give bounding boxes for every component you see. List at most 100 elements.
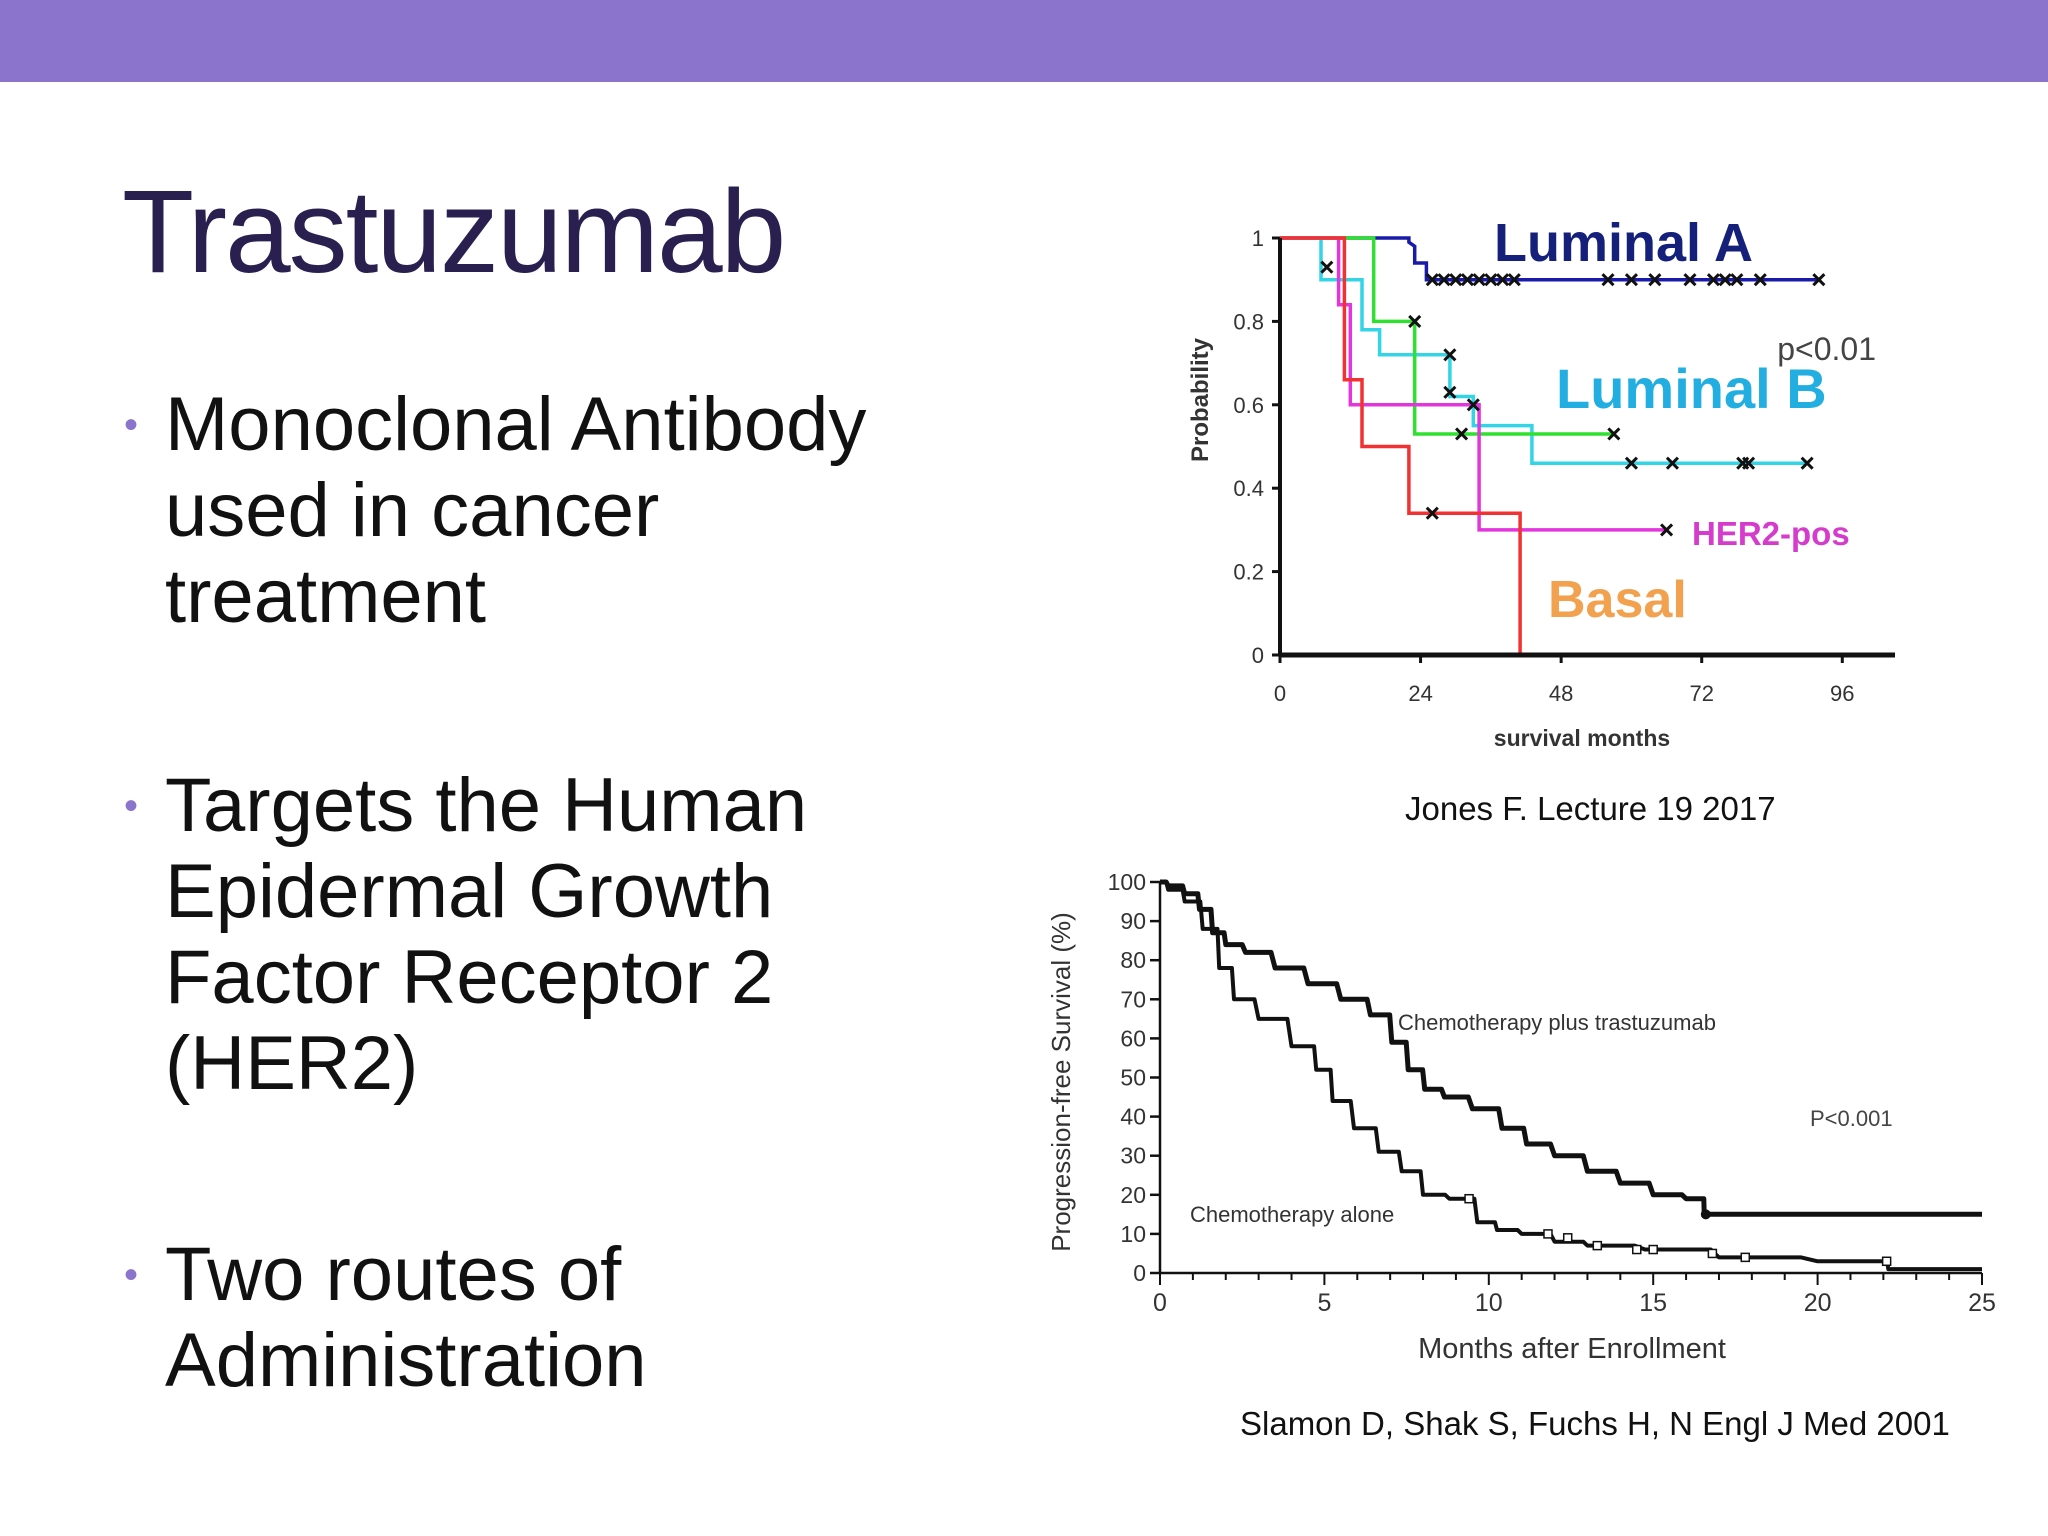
x-axis-label: survival months <box>1494 725 1670 751</box>
legend-luminal-a: Luminal A <box>1494 213 1753 273</box>
citation-lecture: Jones F. Lecture 19 2017 <box>1405 790 1776 827</box>
series-line-luminal-a <box>1280 236 1819 282</box>
censor-mark <box>1881 1256 1892 1267</box>
censor-mark <box>1472 273 1486 287</box>
series-label-chemo-alone: Chemotherapy alone <box>1190 1202 1394 1227</box>
p-value-annotation: p<0.01 <box>1777 331 1876 367</box>
bullet-dot-icon: • <box>124 784 139 828</box>
x-tick-label: 0 <box>1274 681 1286 706</box>
censor-mark <box>1706 273 1720 287</box>
x-tick-label: 15 <box>1639 1289 1667 1317</box>
x-tick-label: 10 <box>1475 1289 1503 1317</box>
y-tick-label: 30 <box>1120 1143 1146 1169</box>
censor-mark <box>1466 398 1480 412</box>
x-tick-label: 48 <box>1549 681 1573 706</box>
bullet-text: Targets the Human Epidermal Growth Facto… <box>165 763 808 1106</box>
subtype-survival-chart: 0 0.2 0.4 0.6 0.8 1 0 24 48 72 96 Probability surv… <box>1187 213 1895 751</box>
censor-mark <box>1740 1252 1751 1263</box>
censor-mark <box>1425 273 1439 287</box>
censor-mark <box>1624 273 1638 287</box>
y-tick-label: 0.2 <box>1233 560 1264 585</box>
bullet-item: • Two routes of Administration <box>120 1232 1020 1404</box>
censor-mark <box>1437 273 1451 287</box>
x-tick-label: 0 <box>1153 1289 1167 1317</box>
y-tick-label: 0.8 <box>1233 309 1264 334</box>
censor-mark <box>1648 273 1662 287</box>
x-tick-label: 24 <box>1408 681 1432 706</box>
series-line-her2-pos <box>1280 236 1667 532</box>
censor-mark <box>1592 1240 1603 1251</box>
series-line-chemo-alone <box>1160 880 1982 1272</box>
series-label-chemo-plus-trastuzumab: Chemotherapy plus trastuzumab <box>1398 1010 1716 1035</box>
censor-mark <box>1607 427 1621 441</box>
legend-her2-pos: HER2-pos <box>1692 515 1850 552</box>
x-tick-label: 20 <box>1804 1289 1832 1317</box>
censor-mark <box>1464 1193 1474 1204</box>
censor-mark <box>1455 427 1469 441</box>
censor-mark <box>1700 1209 1711 1220</box>
x-tick-label: 96 <box>1830 681 1854 706</box>
censor-mark <box>1408 314 1422 328</box>
series-line-green <box>1280 236 1614 436</box>
censor-mark <box>1660 523 1674 537</box>
censor-mark <box>1443 348 1457 362</box>
censor-mark <box>1507 273 1521 287</box>
censor-mark <box>1812 273 1826 287</box>
censor-mark <box>1718 273 1732 287</box>
y-tick-label: 0 <box>1252 643 1264 668</box>
censor-mark <box>1800 456 1814 470</box>
y-axis-label: Probability <box>1187 337 1214 462</box>
censor-mark <box>1624 456 1638 470</box>
censor-mark <box>1665 456 1679 470</box>
x-tick-label: 25 <box>1968 1289 1996 1317</box>
top-accent-bar <box>0 0 2048 82</box>
bullet-dot-icon: • <box>124 403 139 447</box>
x-axis-label: Months after Enrollment <box>1418 1333 1726 1365</box>
series-line-chemo-plus-trastuzumab <box>1159 879 1982 1217</box>
censor-mark <box>1648 1244 1658 1255</box>
y-tick-label: 70 <box>1120 986 1146 1012</box>
x-tick-label: 72 <box>1689 681 1713 706</box>
censor-mark <box>1601 273 1615 287</box>
censor-mark <box>1449 273 1463 287</box>
p-value-annotation: P<0.001 <box>1810 1106 1893 1131</box>
censor-mark <box>1632 1244 1642 1255</box>
censor-mark <box>1320 260 1334 274</box>
censor-mark <box>1443 385 1457 399</box>
censor-mark <box>1562 1233 1573 1243</box>
y-tick-label: 1 <box>1252 226 1264 251</box>
legend-luminal-b: Luminal B <box>1556 357 1827 420</box>
censor-mark <box>1753 273 1767 287</box>
y-tick-label: 60 <box>1120 1025 1146 1051</box>
censor-mark <box>1543 1229 1553 1239</box>
y-tick-label: 0.4 <box>1233 476 1264 501</box>
censor-mark <box>1425 506 1439 520</box>
x-tick-label: 5 <box>1317 1289 1331 1317</box>
censor-mark <box>1496 273 1510 287</box>
censor-mark <box>1742 456 1756 470</box>
y-tick-label: 0 <box>1133 1260 1146 1286</box>
censor-mark <box>1460 273 1474 287</box>
y-tick-label: 100 <box>1108 869 1146 895</box>
bullet-text: Two routes of Administration <box>165 1232 647 1403</box>
bullet-item: • Monoclonal Antibody used in cancer tre… <box>120 382 1020 640</box>
legend-basal: Basal <box>1548 571 1687 629</box>
censor-mark <box>1683 273 1697 287</box>
y-tick-label: 0.6 <box>1233 393 1264 418</box>
censor-mark <box>1484 273 1498 287</box>
progression-free-survival-chart: 0 10 20 30 40 50 60 70 80 90 100 0 5 10 15 20 25 Progres… <box>1046 869 1996 1365</box>
y-tick-label: 50 <box>1120 1065 1146 1091</box>
y-tick-label: 40 <box>1120 1104 1146 1130</box>
y-tick-label: 90 <box>1120 908 1146 934</box>
y-tick-label: 80 <box>1120 947 1146 973</box>
y-tick-label: 20 <box>1120 1182 1146 1208</box>
bullet-item: • Targets the Human Epidermal Growth Fac… <box>120 763 1020 1107</box>
citation-slamon: Slamon D, Shak S, Fuchs H, N Engl J Med … <box>1240 1405 1950 1442</box>
slide-title: Trastuzumab <box>122 166 786 298</box>
bullet-text: Monoclonal Antibody used in cancer treat… <box>165 382 867 639</box>
series-line-basal <box>1280 236 1522 655</box>
censor-mark <box>1730 273 1744 287</box>
y-tick-label: 10 <box>1120 1221 1146 1247</box>
y-axis-label: Progression-free Survival (%) <box>1046 912 1076 1252</box>
censor-mark <box>1707 1248 1718 1259</box>
